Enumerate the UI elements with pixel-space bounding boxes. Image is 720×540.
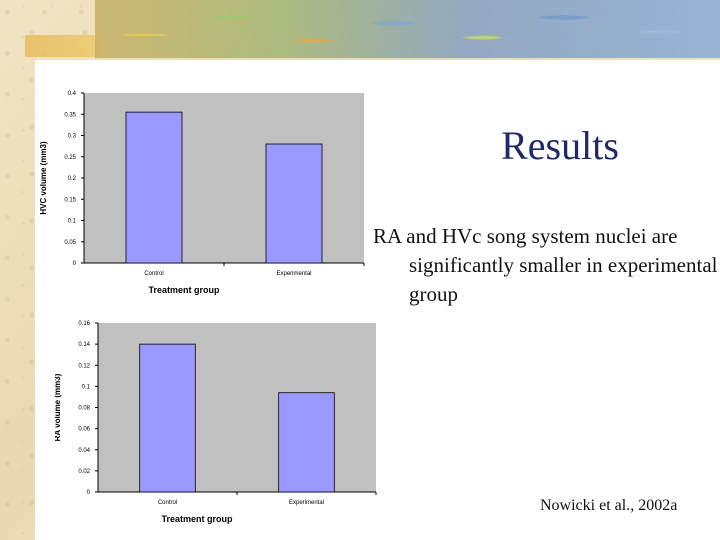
bar-control xyxy=(125,111,183,264)
y-tick-label: 0.16 xyxy=(78,321,90,327)
y-tick-label: 0.2 xyxy=(68,176,77,182)
y-tick-label: 0.12 xyxy=(78,363,90,369)
ra-volume-chart: 0 0.02 0.04 0.06 0.08 0.1 0.12 0.14 0.16 Control E… xyxy=(55,321,377,524)
y-tick-label: 0.06 xyxy=(78,427,90,433)
y-tick-label: 0.1 xyxy=(82,384,91,390)
bar-control xyxy=(139,343,196,493)
y-tick-label: 0.14 xyxy=(78,342,90,348)
leaf-banner xyxy=(95,0,720,58)
y-tick-label: 0.1 xyxy=(68,219,77,225)
bar-experimental xyxy=(265,143,323,264)
slide-title: Results xyxy=(501,123,619,168)
slide-body-text: RA and HVc song system nuclei are signif… xyxy=(373,224,718,306)
y-axis-label: HVC volume (mm3) xyxy=(40,141,48,215)
y-tick-label: 0 xyxy=(87,490,91,496)
x-tick-label: Experimental xyxy=(276,271,311,277)
y-tick-label: 0.02 xyxy=(78,469,90,475)
y-tick-label: 0 xyxy=(73,261,77,267)
x-axis-label: Treatment group xyxy=(161,514,233,524)
y-tick-label: 0.3 xyxy=(68,134,77,140)
leaf-banner-left xyxy=(25,35,100,57)
y-tick-label: 0.05 xyxy=(64,240,76,246)
y-tick-label: 0.08 xyxy=(78,406,90,412)
hvc-volume-chart: 0 0.05 0.1 0.15 0.2 0.25 0.3 0.35 0.4 Control Expe… xyxy=(40,91,365,295)
x-tick-label: Control xyxy=(158,500,177,506)
x-tick-label: Control xyxy=(144,271,163,277)
y-tick-label: 0.4 xyxy=(68,91,77,97)
y-tick-label: 0.35 xyxy=(64,112,76,118)
y-axis-label: RA volume (mm3) xyxy=(55,373,62,441)
citation: Nowicki et al., 2002a xyxy=(540,497,678,514)
y-tick-label: 0.25 xyxy=(64,155,76,161)
x-axis-label: Treatment group xyxy=(148,285,220,295)
y-tick-label: 0.15 xyxy=(64,197,76,203)
y-tick-label: 0.04 xyxy=(78,448,90,454)
bar-experimental xyxy=(278,392,335,493)
x-tick-label: Experimental xyxy=(289,500,324,506)
